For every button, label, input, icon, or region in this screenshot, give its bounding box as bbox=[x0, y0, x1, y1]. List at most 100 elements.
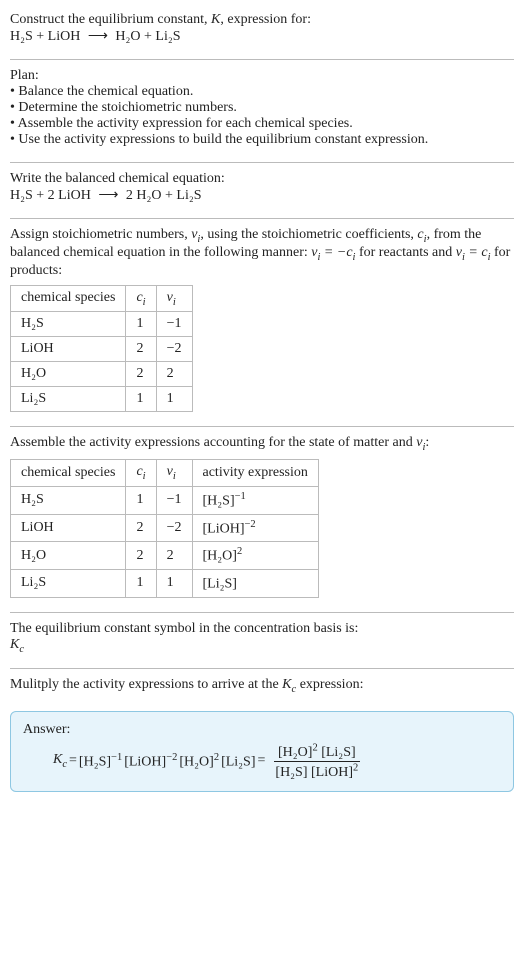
multiply-section: Mulitply the activity expressions to arr… bbox=[10, 673, 514, 705]
col-nui: νi bbox=[156, 460, 192, 487]
header-text-post: , expression for: bbox=[220, 12, 311, 27]
eq-rhs: H₂O + Li₂S bbox=[115, 29, 180, 44]
col-ci: ci bbox=[126, 285, 156, 312]
multiply-text-post: expression: bbox=[296, 677, 363, 692]
relation-reactants: νi = −ci bbox=[311, 245, 355, 260]
activity-section: Assemble the activity expressions accoun… bbox=[10, 431, 514, 607]
balanced-lhs: H₂S + 2 LiOH bbox=[10, 188, 91, 203]
balanced-equation: H₂S + 2 LiOH ⟶ 2 H₂O + Li₂S bbox=[10, 188, 202, 203]
text: for reactants and bbox=[355, 245, 455, 260]
cell: H₂O bbox=[11, 362, 126, 387]
cell: −2 bbox=[156, 337, 192, 362]
cell: LiOH bbox=[11, 337, 126, 362]
text: Assemble the activity expressions accoun… bbox=[10, 435, 416, 450]
balanced-intro: Write the balanced chemical equation: bbox=[10, 171, 514, 187]
term: [Li₂S] bbox=[221, 752, 255, 771]
cell: [LiOH]−2 bbox=[192, 514, 318, 542]
balanced-section: Write the balanced chemical equation: H₂… bbox=[10, 167, 514, 214]
arrow-icon: ⟶ bbox=[94, 188, 122, 203]
term: [LiOH]−2 bbox=[124, 752, 177, 771]
plan-title: Plan: bbox=[10, 68, 514, 84]
plan-item: • Use the activity expressions to build … bbox=[10, 132, 514, 148]
table-row: Li₂S 1 1 [Li₂S] bbox=[11, 569, 319, 597]
table-row: H₂O 2 2 [H₂O]2 bbox=[11, 542, 319, 570]
divider bbox=[10, 218, 514, 219]
cell: [H₂O]2 bbox=[192, 542, 318, 570]
kc-symbol-text: The equilibrium constant symbol in the c… bbox=[10, 621, 514, 637]
cell: 1 bbox=[126, 387, 156, 412]
plan-item: • Assemble the activity expression for e… bbox=[10, 116, 514, 132]
divider bbox=[10, 612, 514, 613]
c-symbol: ci bbox=[417, 227, 426, 242]
stoich-section: Assign stoichiometric numbers, νi, using… bbox=[10, 223, 514, 422]
cell: LiOH bbox=[11, 514, 126, 542]
cell: H₂O bbox=[11, 542, 126, 570]
divider bbox=[10, 59, 514, 60]
header-equation: H₂S + LiOH ⟶ H₂O + Li₂S bbox=[10, 29, 181, 44]
divider bbox=[10, 162, 514, 163]
activity-table: chemical species ci νi activity expressi… bbox=[10, 459, 319, 597]
plan-section: Plan: • Balance the chemical equation. •… bbox=[10, 64, 514, 158]
cell: −1 bbox=[156, 486, 192, 514]
table-row: LiOH 2 −2 [LiOH]−2 bbox=[11, 514, 319, 542]
answer-label: Answer: bbox=[23, 722, 501, 738]
cell: 2 bbox=[126, 337, 156, 362]
col-nui: νi bbox=[156, 285, 192, 312]
table-row: LiOH2−2 bbox=[11, 337, 193, 362]
divider bbox=[10, 426, 514, 427]
table-header-row: chemical species ci νi activity expressi… bbox=[11, 460, 319, 487]
cell: 2 bbox=[156, 542, 192, 570]
cell: 1 bbox=[156, 569, 192, 597]
cell: Li₂S bbox=[11, 387, 126, 412]
cell: 1 bbox=[126, 486, 156, 514]
kc-symbol: Kc bbox=[10, 637, 514, 655]
table-row: H₂S1−1 bbox=[11, 312, 193, 337]
cell: 1 bbox=[156, 387, 192, 412]
cell: 2 bbox=[126, 514, 156, 542]
kc-lhs: Kc bbox=[53, 752, 67, 770]
answer-box: Answer: Kc = [H₂S]−1 [LiOH]−2 [H₂O]2 [Li… bbox=[10, 711, 514, 791]
fraction: [H₂O]2 [Li₂S] [H₂S] [LiOH]2 bbox=[271, 742, 362, 780]
col-species: chemical species bbox=[11, 285, 126, 312]
cell: 2 bbox=[156, 362, 192, 387]
text: , using the stoichiometric coefficients, bbox=[200, 227, 417, 242]
cell: 2 bbox=[126, 362, 156, 387]
stoich-table: chemical species ci νi H₂S1−1 LiOH2−2 H₂… bbox=[10, 285, 193, 413]
activity-intro: Assemble the activity expressions accoun… bbox=[10, 435, 514, 453]
table-row: Li₂S11 bbox=[11, 387, 193, 412]
cell: H₂S bbox=[11, 312, 126, 337]
term: [H₂S]−1 bbox=[79, 752, 122, 771]
divider bbox=[10, 668, 514, 669]
cell: [H₂S]−1 bbox=[192, 486, 318, 514]
plan-item: • Determine the stoichiometric numbers. bbox=[10, 100, 514, 116]
equals: = bbox=[69, 753, 77, 769]
arrow-icon: ⟶ bbox=[84, 29, 112, 44]
table-row: H₂O22 bbox=[11, 362, 193, 387]
nu-symbol: νi bbox=[191, 227, 200, 242]
balanced-rhs: 2 H₂O + Li₂S bbox=[126, 188, 202, 203]
table-header-row: chemical species ci νi bbox=[11, 285, 193, 312]
plan-item: • Balance the chemical equation. bbox=[10, 84, 514, 100]
header-K: K bbox=[211, 12, 220, 27]
kc-inline: Kc bbox=[282, 677, 296, 692]
cell: 2 bbox=[126, 542, 156, 570]
cell: −2 bbox=[156, 514, 192, 542]
cell: Li₂S bbox=[11, 569, 126, 597]
stoich-intro: Assign stoichiometric numbers, νi, using… bbox=[10, 227, 514, 279]
cell: 1 bbox=[126, 312, 156, 337]
table-row: H₂S 1 −1 [H₂S]−1 bbox=[11, 486, 319, 514]
cell: [Li₂S] bbox=[192, 569, 318, 597]
equals: = bbox=[258, 753, 266, 769]
cell: 1 bbox=[126, 569, 156, 597]
multiply-text-pre: Mulitply the activity expressions to arr… bbox=[10, 677, 282, 692]
col-activity: activity expression bbox=[192, 460, 318, 487]
relation-products: νi = ci bbox=[456, 245, 491, 260]
eq-lhs: H₂S + LiOH bbox=[10, 29, 80, 44]
denominator: [H₂S] [LiOH]2 bbox=[271, 762, 362, 781]
text: : bbox=[425, 435, 429, 450]
term: [H₂O]2 bbox=[179, 752, 219, 771]
numerator: [H₂O]2 [Li₂S] bbox=[274, 742, 360, 762]
cell: H₂S bbox=[11, 486, 126, 514]
prompt-header: Construct the equilibrium constant, K, e… bbox=[10, 8, 514, 55]
cell: −1 bbox=[156, 312, 192, 337]
